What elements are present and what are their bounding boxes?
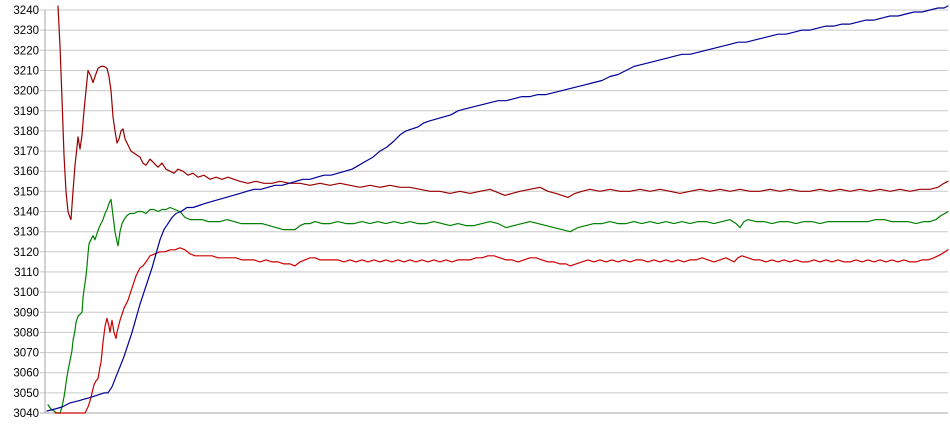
y-tick-label: 3240 [13,5,39,17]
y-tick-label: 3150 [13,186,39,198]
y-axis-labels: 3240 3230 3220 3210 3200 3190 3180 3170 3160 3150… [13,5,39,420]
y-tick-label: 3230 [13,25,39,37]
y-tick-label: 3050 [13,388,39,400]
series-blue-line [46,5,949,412]
y-tick-label: 3200 [13,86,39,98]
y-tick-label: 3130 [13,227,39,239]
y-tick-label: 3170 [13,146,39,158]
y-tick-label: 3100 [13,287,39,299]
y-tick-label: 3220 [13,45,39,57]
y-tick-label: 3040 [13,408,39,420]
series-red-line [54,247,949,414]
y-tick-label: 3140 [13,207,39,219]
data-series [46,5,949,414]
y-tick-label: 3210 [13,66,39,78]
y-tick-label: 3180 [13,126,39,138]
series-maroon-line [57,5,949,221]
y-tick-label: 3090 [13,307,39,319]
y-tick-label: 3160 [13,166,39,178]
y-tick-label: 3190 [13,106,39,118]
y-tick-label: 3060 [13,368,39,380]
series-green-line [47,198,949,414]
y-tick-label: 3120 [13,247,39,259]
y-tick-label: 3110 [14,267,39,279]
gridlines [40,9,948,414]
y-tick-label: 3070 [13,348,39,360]
y-tick-label: 3080 [13,327,39,339]
